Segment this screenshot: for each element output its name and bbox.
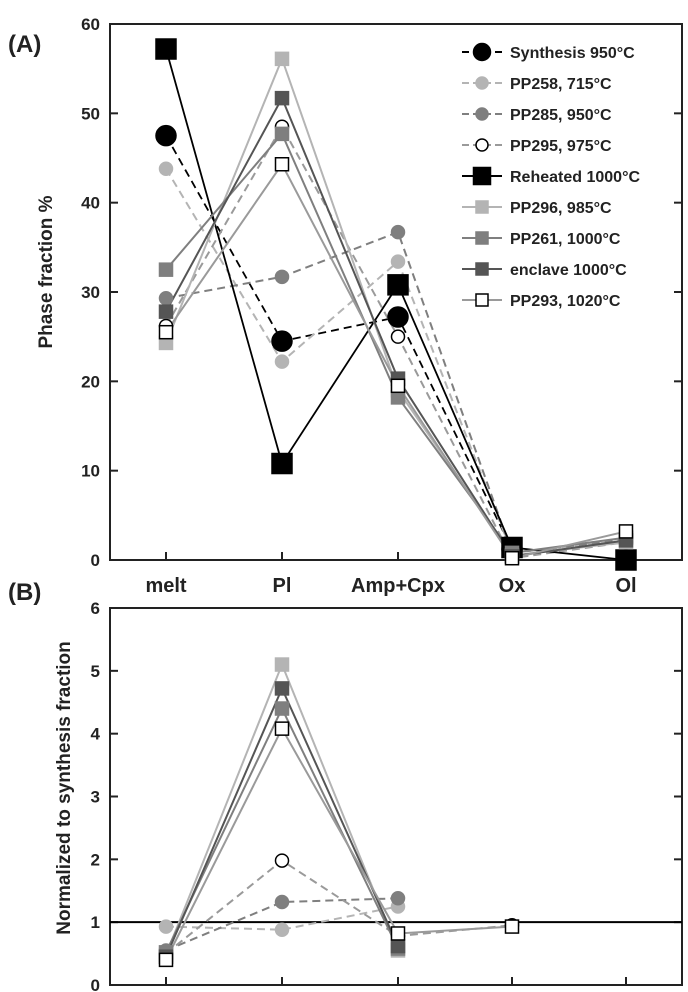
data-point-reheated-1000-c	[271, 452, 293, 475]
panel-b-y-tick-label: 3	[91, 788, 100, 807]
data-point-pp293-1020-c	[274, 157, 290, 172]
data-point-pp258-715-c	[274, 354, 290, 369]
data-point-pp293-1020-c	[158, 952, 174, 968]
panel-b-y-tick-label: 2	[91, 850, 100, 869]
legend-entry: PP296, 985°C	[510, 200, 612, 217]
panel-b-y-tick-label: 5	[91, 662, 100, 681]
panel-a-y-tick-label: 0	[91, 551, 100, 570]
data-point-pp296-985-c	[274, 51, 290, 67]
legend-entry: Synthesis 950°C	[510, 45, 635, 62]
data-point-pp296-985-c	[274, 657, 290, 672]
series-line-pp261-1000-c	[165, 706, 399, 953]
x-category-label: Ol	[615, 575, 636, 597]
data-point-synthesis-950-c	[271, 330, 293, 352]
legend-entry: enclave 1000°C	[510, 262, 627, 279]
panel-b-y-tick-label: 1	[91, 913, 100, 932]
data-point-pp258-715-c	[158, 919, 174, 934]
x-category-label: Pl	[273, 575, 292, 597]
data-point-reheated-1000-c	[387, 274, 409, 296]
series-line-pp285-950-c	[165, 230, 627, 554]
panel-a-y-tick-label: 20	[81, 372, 100, 391]
legend-marker	[472, 42, 492, 62]
data-point-enclave-1000-c	[274, 681, 290, 696]
legend-entry: Reheated 1000°C	[510, 169, 640, 186]
panel-a-y-tick-label: 10	[81, 462, 100, 481]
legend-marker	[475, 231, 489, 245]
legend-entry: PP258, 715°C	[510, 76, 612, 93]
legend-marker	[475, 107, 489, 121]
data-point-pp293-1020-c	[158, 324, 174, 340]
series-line-synthesis-950-c	[165, 135, 513, 550]
data-point-pp293-1020-c	[618, 524, 634, 539]
data-point-pp258-715-c	[274, 922, 290, 937]
panel-a-y-tick-label: 50	[81, 104, 100, 123]
x-category-label: melt	[145, 575, 186, 597]
data-point-pp285-950-c	[390, 224, 406, 240]
data-point-reheated-1000-c	[615, 549, 637, 571]
legend-marker	[472, 166, 492, 186]
legend-entry: PP295, 975°C	[510, 138, 612, 155]
data-point-pp258-715-c	[158, 161, 174, 176]
panel-a-y-tick-label: 40	[81, 194, 100, 213]
legend-marker	[475, 200, 489, 214]
panel-a-legend: Synthesis 950°C PP258, 715°C PP285, 950°C P…	[462, 42, 640, 310]
data-point-reheated-1000-c	[155, 38, 177, 60]
data-point-pp285-950-c	[274, 269, 290, 285]
data-point-pp285-950-c	[390, 891, 406, 906]
data-point-enclave-1000-c	[390, 938, 406, 954]
data-point-pp293-1020-c	[504, 550, 520, 566]
panel-a-y-tick-label: 30	[81, 283, 100, 302]
data-point-enclave-1000-c	[158, 304, 174, 319]
data-point-synthesis-950-c	[387, 306, 409, 328]
data-point-pp295-975-c	[390, 329, 406, 344]
data-point-pp293-1020-c	[504, 919, 520, 934]
legend-entry: PP261, 1000°C	[510, 231, 621, 248]
panel-b: (B) 0 1 2 3 4 5 6 Normalized to synthesis frac…	[8, 579, 683, 992]
data-point-enclave-1000-c	[274, 90, 290, 106]
series-line-pp293-1020-c	[165, 162, 627, 560]
panel-b-label: (B)	[8, 579, 41, 606]
data-point-pp293-1020-c	[390, 926, 406, 941]
legend-entry: PP293, 1020°C	[510, 293, 621, 310]
x-category-label: Ox	[499, 575, 526, 597]
panel-b-y-tick-label: 0	[91, 976, 100, 992]
legend-entry: PP285, 950°C	[510, 107, 612, 124]
series-line-pp293-1020-c	[165, 726, 513, 961]
panel-b-y-axis-label: Normalized to synthesis fraction	[54, 641, 75, 935]
data-point-pp285-950-c	[158, 291, 174, 306]
x-category-label: Amp+Cpx	[351, 575, 445, 597]
panel-a-label: (A)	[8, 31, 41, 58]
panel-a-y-tick-label: 60	[81, 15, 100, 34]
data-point-pp285-950-c	[274, 894, 290, 910]
data-point-pp293-1020-c	[390, 378, 406, 394]
legend-marker	[475, 76, 489, 90]
panel-b-y-tick-label: 4	[91, 725, 101, 744]
data-point-pp293-1020-c	[274, 721, 290, 736]
legend-marker	[475, 293, 489, 307]
panel-a-y-axis-label: Phase fraction %	[36, 195, 57, 348]
series-line-pp285-950-c	[165, 897, 399, 952]
data-point-pp295-975-c	[274, 853, 290, 868]
legend-marker	[475, 138, 489, 152]
data-point-pp261-1000-c	[274, 701, 290, 716]
series-line-pp295-975-c	[165, 859, 513, 955]
panel-a: (A) 0 10 20 30 40 50 60 melt Pl Amp+Cpx Ox Ol Phase…	[8, 15, 683, 597]
data-point-pp258-715-c	[390, 254, 406, 269]
data-point-pp261-1000-c	[274, 126, 290, 142]
panel-b-y-tick-label: 6	[91, 599, 100, 618]
legend-marker	[475, 262, 489, 276]
data-point-pp261-1000-c	[158, 262, 174, 277]
data-point-synthesis-950-c	[155, 124, 177, 147]
